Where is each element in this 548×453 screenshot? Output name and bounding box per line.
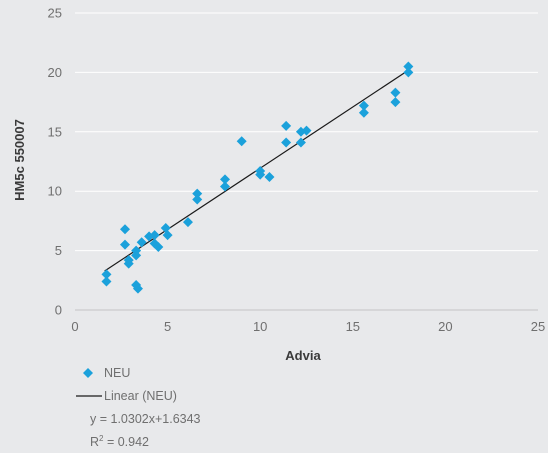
y-tick-label: 25: [48, 6, 62, 21]
legend-trend-label: Linear (NEU): [104, 389, 177, 403]
x-tick-label: 5: [164, 319, 171, 334]
data-point: [358, 100, 369, 111]
x-tick-label: 20: [438, 319, 452, 334]
data-point: [220, 174, 231, 185]
data-point: [390, 87, 401, 98]
data-point: [301, 125, 312, 136]
data-point: [192, 188, 203, 199]
data-point: [123, 258, 134, 269]
y-axis-title: HM5c 550007: [12, 119, 27, 201]
y-tick-label: 10: [48, 184, 62, 199]
data-point: [182, 217, 193, 228]
data-point: [101, 276, 112, 287]
x-tick-label: 15: [346, 319, 360, 334]
legend-series-label: NEU: [104, 366, 130, 380]
data-point: [192, 194, 203, 205]
data-point: [120, 239, 131, 250]
data-point: [131, 250, 142, 261]
data-point: [220, 181, 231, 192]
r-squared-symbol: R: [90, 435, 99, 449]
x-tick-label: 25: [531, 319, 545, 334]
data-point: [101, 269, 112, 280]
data-point: [403, 67, 414, 78]
y-tick-labels: 0 5 10 15 20 25: [48, 6, 62, 318]
data-point: [390, 97, 401, 108]
data-point: [132, 283, 143, 294]
x-tick-label: 0: [71, 319, 78, 334]
x-axis-title: Advia: [285, 348, 321, 363]
data-points: [101, 61, 414, 294]
y-tick-label: 0: [55, 303, 62, 318]
y-tick-label: 15: [48, 124, 62, 139]
data-point: [358, 107, 369, 118]
x-tick-label: 10: [253, 319, 267, 334]
data-point: [236, 136, 247, 147]
data-point: [162, 230, 173, 241]
legend: NEU Linear (NEU) y = 1.0302x+1.6343 R2 =…: [76, 366, 201, 449]
data-point: [264, 171, 275, 182]
r-squared-exponent: 2: [99, 434, 104, 443]
trendline-equation: y = 1.0302x+1.6343: [90, 412, 201, 426]
legend-diamond-marker: [83, 368, 93, 378]
data-point: [120, 224, 131, 235]
data-point: [153, 242, 164, 253]
y-tick-label: 20: [48, 65, 62, 80]
y-tick-label: 5: [55, 243, 62, 258]
data-point: [160, 223, 171, 234]
data-point: [149, 230, 160, 241]
r-squared-value: = 0.942: [103, 435, 149, 449]
data-point: [255, 169, 266, 180]
x-tick-labels: 0 5 10 15 20 25: [71, 319, 545, 334]
data-point: [281, 120, 292, 131]
data-point: [403, 61, 414, 72]
data-point: [136, 237, 147, 248]
data-point: [295, 137, 306, 148]
data-point: [281, 137, 292, 148]
r-squared-label: R2 = 0.942: [90, 434, 149, 449]
